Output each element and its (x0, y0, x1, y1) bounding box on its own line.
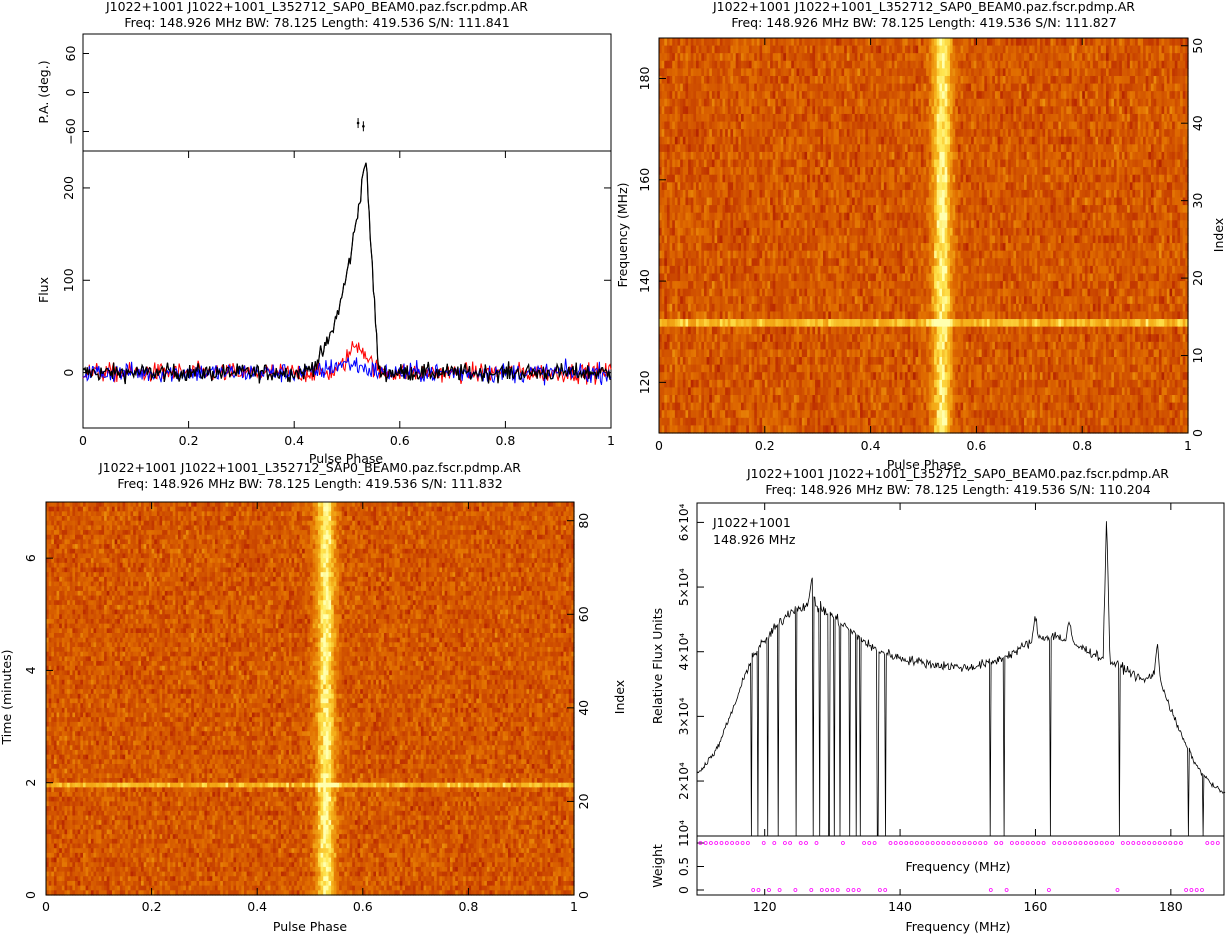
pa-tick-label: −60 (63, 118, 78, 144)
freq-phase-panel: J1022+1001 J1022+1001_L352712_SAP0_BEAM0… (615, 0, 1226, 472)
profile-x-tick-label: 0.4 (284, 433, 304, 448)
freq-phase-subtitle: Freq: 148.926 MHz BW: 78.125 Length: 419… (731, 15, 1116, 30)
profile-frame (83, 151, 611, 428)
profile-subtitle: Freq: 148.926 MHz BW: 78.125 Length: 419… (124, 15, 509, 30)
pa-point-marker (362, 125, 365, 128)
pa-tick-label: 60 (63, 46, 78, 62)
freq-phase-title: J1022+1001 J1022+1001_L352712_SAP0_BEAM0… (712, 0, 1135, 14)
pa-frame (83, 34, 611, 151)
profile-y-tick-label: 0 (61, 369, 76, 377)
profile-plot-area: 0 100 200 0 0.2 0.4 0.6 0.8 1 (61, 151, 615, 448)
profile-y-tick-label: 100 (61, 268, 76, 292)
profile-x-tick-label: 0.6 (390, 433, 410, 448)
pa-point-marker (357, 122, 360, 125)
profile-x-tick-label: 0.8 (495, 433, 515, 448)
profile-x-tick-label: 1 (607, 433, 615, 448)
profile-series-line (83, 341, 611, 385)
profile-title: J1022+1001 J1022+1001_L352712_SAP0_BEAM0… (105, 0, 528, 14)
profile-x-tick-label: 0.2 (179, 433, 199, 448)
profile-x-tick-label: 0 (79, 433, 87, 448)
profile-y-axis-label: Flux (36, 277, 51, 303)
profile-panel: J1022+1001 J1022+1001_L352712_SAP0_BEAM0… (36, 0, 615, 466)
pa-plot-area: 60 0 −60 (63, 34, 611, 151)
pa-axis-label: P.A. (deg.) (36, 60, 51, 123)
profile-y-tick-label: 200 (61, 176, 76, 200)
pa-tick-label: 0 (63, 88, 78, 96)
